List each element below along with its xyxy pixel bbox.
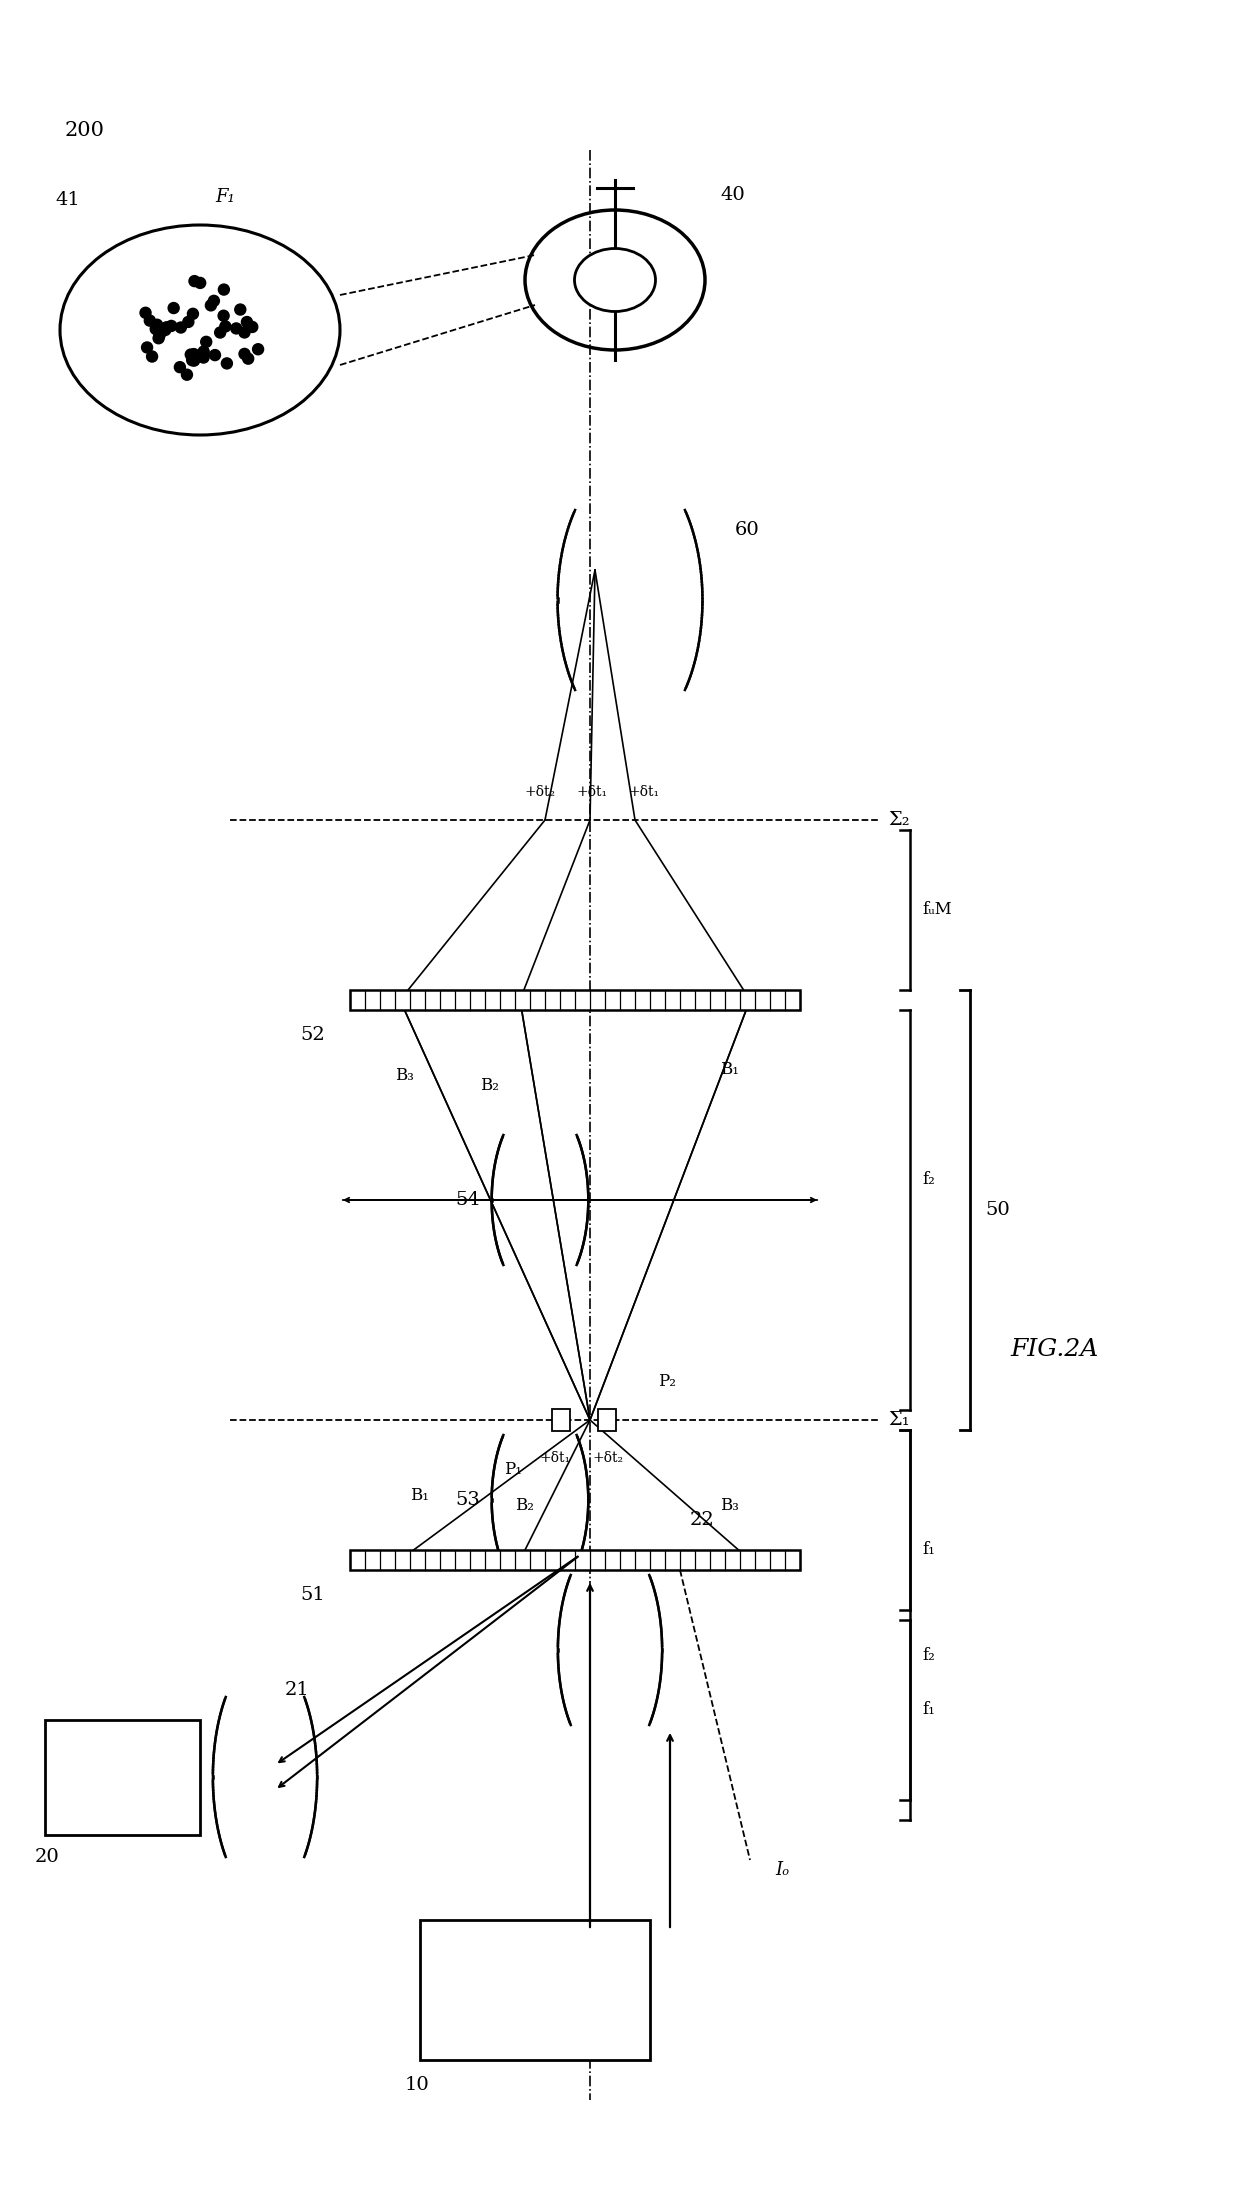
Circle shape [187,356,197,367]
Text: 60: 60 [735,520,760,538]
Text: 20: 20 [35,1849,60,1867]
Text: fᵤM: fᵤM [923,903,952,918]
Circle shape [218,283,229,294]
Circle shape [243,354,254,365]
Circle shape [166,321,177,332]
Circle shape [185,349,196,360]
Bar [350,1550,800,1570]
Circle shape [222,358,232,369]
Bar [420,1919,650,2060]
Ellipse shape [60,224,340,435]
Circle shape [215,327,226,338]
Text: B₁: B₁ [720,1061,739,1078]
Circle shape [242,316,253,327]
Text: B₃: B₃ [720,1495,739,1513]
Text: P₁: P₁ [505,1463,522,1478]
Circle shape [195,277,206,288]
Text: 52: 52 [300,1026,325,1043]
Circle shape [144,316,155,327]
Text: F₁: F₁ [215,189,234,206]
Circle shape [188,349,200,360]
Text: FIG.2A: FIG.2A [1011,1340,1099,1362]
Text: f₂: f₂ [923,1647,935,1665]
Text: 53: 53 [455,1491,480,1509]
Text: +δt₁: +δt₁ [539,1452,570,1465]
Circle shape [187,307,198,318]
Bar [350,990,800,1010]
Circle shape [154,329,165,340]
Circle shape [201,336,212,347]
Circle shape [153,334,164,345]
Circle shape [150,323,161,334]
Circle shape [206,301,217,312]
Text: 40: 40 [720,187,745,204]
Text: +δt₁: +δt₁ [577,784,608,799]
Text: f₂: f₂ [923,1170,935,1188]
Text: 10: 10 [405,2075,430,2095]
Circle shape [198,351,210,362]
Ellipse shape [574,248,656,312]
Circle shape [231,323,242,334]
Text: B₃: B₃ [396,1067,414,1083]
Text: 50: 50 [985,1201,1009,1219]
Circle shape [239,327,250,338]
Circle shape [210,349,221,360]
Circle shape [175,362,186,373]
Text: f₁: f₁ [923,1702,935,1719]
Circle shape [198,347,210,358]
Text: B₂: B₂ [480,1076,498,1094]
Text: 54: 54 [455,1190,480,1210]
Text: 200: 200 [64,121,105,141]
Circle shape [188,277,200,288]
Circle shape [247,321,258,332]
Circle shape [234,303,246,314]
Circle shape [219,321,231,332]
Circle shape [141,343,153,354]
Text: P₂: P₂ [658,1372,676,1390]
Circle shape [160,325,171,336]
Circle shape [253,345,264,356]
Circle shape [182,316,193,327]
Text: f₁: f₁ [923,1542,935,1559]
Text: 22: 22 [689,1511,714,1528]
Circle shape [146,351,157,362]
Text: B₂: B₂ [515,1495,534,1513]
Circle shape [151,318,162,329]
Bar [598,1410,616,1432]
Text: B₁: B₁ [410,1487,429,1504]
Circle shape [208,296,219,307]
Circle shape [218,310,229,321]
Circle shape [175,323,186,334]
Circle shape [188,356,200,367]
Text: Iₒ: Iₒ [775,1860,789,1880]
Text: +δt₁: +δt₁ [629,784,660,799]
Circle shape [239,349,250,360]
Text: 51: 51 [300,1586,325,1603]
Text: +δt₂: +δt₂ [593,1452,624,1465]
Text: Σ₂: Σ₂ [888,810,910,830]
Bar [552,1410,570,1432]
Circle shape [140,307,151,318]
Text: 41: 41 [55,191,79,209]
Text: Σ₁: Σ₁ [888,1412,910,1430]
Circle shape [161,323,172,334]
Text: +δt₂: +δt₂ [525,784,556,799]
Text: 21: 21 [285,1680,310,1700]
Circle shape [181,369,192,380]
Circle shape [169,303,179,314]
Bar [45,1719,200,1836]
